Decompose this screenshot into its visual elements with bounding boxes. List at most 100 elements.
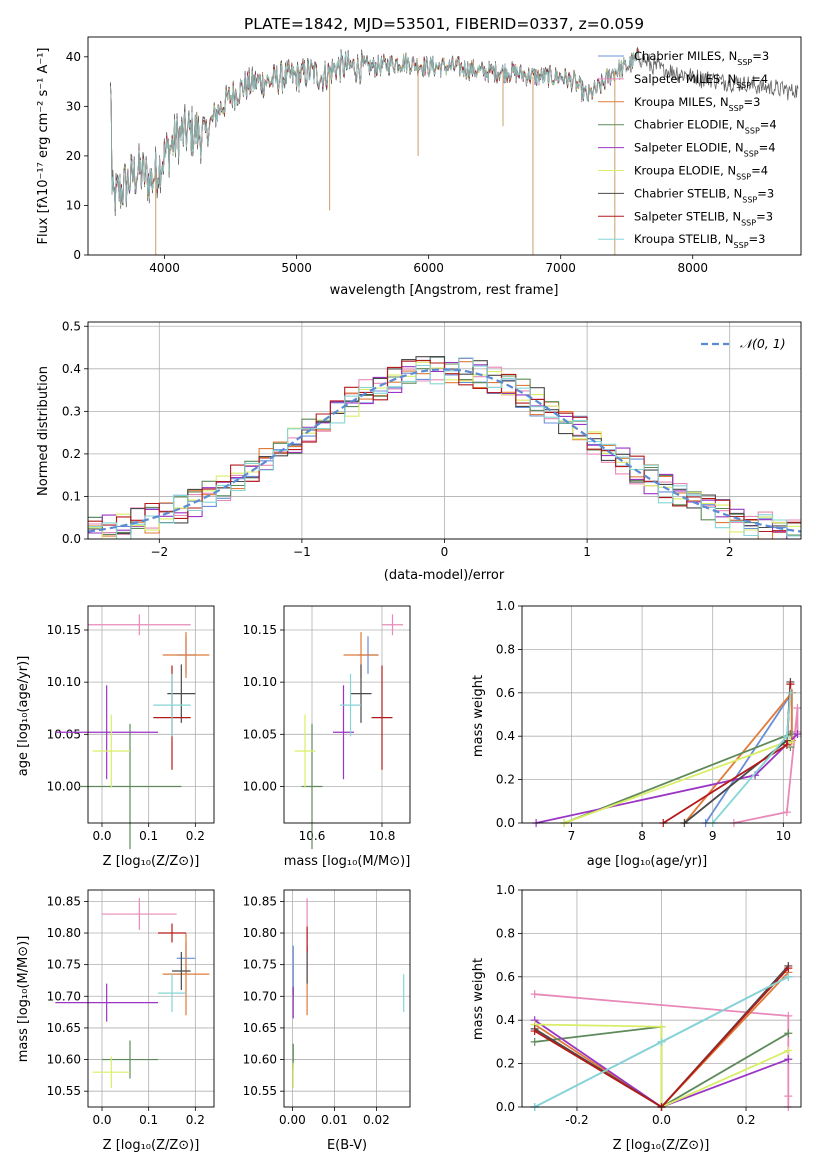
residual-histogram-panel: −2 −1 0 1 2 0.0 0.1 0.2 0.3 0.4 0.5 𝒩(0, 1) (data-… (36, 319, 802, 583)
mass-z-frame (87, 889, 215, 1108)
legend-label-salpeter-miles: Salpeter MILES, NSSP=4 (634, 72, 768, 90)
mass-ebv-frame (283, 889, 411, 1108)
x-tick-label: 0.0 (92, 829, 111, 843)
weight-marker-chabrier-elodie (530, 1037, 539, 1046)
weight-line-kroupa-elodie (534, 1023, 789, 1109)
legend-suffix: =4 (760, 118, 777, 132)
x-tick-label: 6000 (413, 261, 444, 275)
x-tick-label: 0.2 (186, 1113, 205, 1127)
y-tick-label: 20 (66, 149, 81, 163)
x-tick-label: 0.02 (363, 1113, 390, 1127)
y-tick-label: 10.05 (243, 727, 277, 741)
legend-subscript: SSP (742, 195, 757, 204)
y-tick-label: 1.0 (496, 883, 515, 897)
weight-age-xlabel: age [log₁₀(age/yr)] (587, 854, 708, 869)
y-tick-label: 10.55 (47, 1084, 81, 1098)
x-tick-label: 8 (638, 829, 646, 843)
x-tick-label: 0.1 (139, 1113, 158, 1127)
y-tick-label: 0.2 (496, 773, 515, 787)
legend-subscript: SSP (741, 218, 756, 227)
weight-marker-kroupa-elodie (657, 1022, 666, 1031)
weight-marker-kroupa-stelib (786, 688, 795, 697)
age-z-ylabel: age [log₁₀(age/yr)] (16, 656, 31, 777)
y-tick-label: 10.65 (243, 1021, 277, 1035)
weight-z-frame (521, 889, 802, 1108)
y-tick-label: 10.70 (47, 989, 81, 1003)
x-tick-label: 0.1 (139, 829, 158, 843)
axes-frame (87, 605, 215, 824)
age-z-frame (87, 605, 215, 824)
y-tick-label: 10.75 (47, 958, 81, 972)
histogram-kroupa-stelib (88, 357, 801, 540)
x-tick-label: 0.01 (321, 1113, 348, 1127)
axes-frame (87, 36, 802, 256)
weight-marker-salpeter-miles (793, 703, 802, 712)
y-tick-label: 1.0 (496, 599, 515, 613)
axes-frame (283, 889, 411, 1108)
mass-z-axes: 0.0 0.1 0.2 10.55 10.60 10.65 10.70 10.75 10.80 1… (47, 890, 214, 1127)
mass-ebv-errorbars (292, 898, 405, 1089)
weight-marker-salpeter-miles (782, 808, 791, 817)
weight-marker-salpeter-stelib (786, 680, 795, 689)
mass-z-xlabel: Z [log₁₀(Z/Z⊙)] (103, 1138, 200, 1153)
x-tick-label: −1 (293, 545, 311, 559)
weight-marker-salpeter-miles (784, 1011, 793, 1020)
x-tick-label: 0.0 (92, 1113, 111, 1127)
legend-suffix: =3 (756, 209, 773, 223)
y-tick-label: 30 (66, 99, 81, 113)
x-tick-label: 7000 (545, 261, 576, 275)
mass-ebv-xlabel: E(B-V) (327, 1138, 367, 1153)
histogram-frame (87, 321, 802, 540)
y-tick-label: 10.10 (47, 675, 81, 689)
y-tick-label: 10.60 (47, 1053, 81, 1067)
y-tick-label: 10.55 (243, 1084, 277, 1098)
y-tick-label: 10.60 (243, 1053, 277, 1067)
legend-suffix: =3 (749, 232, 766, 246)
legend-subscript: SSP (736, 172, 751, 181)
legend-subscript: SSP (736, 80, 751, 89)
weight-marker-kroupa-elodie (784, 1046, 793, 1055)
histogram-legend: 𝒩(0, 1) (701, 336, 786, 351)
legend-subscript: SSP (737, 58, 752, 67)
mass-z-errorbars (55, 898, 210, 1089)
legend-label-salpeter-stelib: Salpeter STELIB, NSSP=3 (634, 209, 773, 227)
weight-age-frame (521, 605, 802, 824)
spectrum-axes: 4000 5000 6000 7000 8000 0 10 20 30 40 (66, 50, 708, 275)
legend-label-chabrier-stelib: Chabrier STELIB, NSSP=3 (634, 186, 774, 204)
y-tick-label: 10.10 (243, 675, 277, 689)
y-tick-label: 10.85 (243, 894, 277, 908)
x-tick-label: 9 (709, 829, 717, 843)
y-tick-label: 10.80 (243, 926, 277, 940)
y-tick-label: 0.1 (62, 489, 81, 503)
weight-age-ylabel: mass weight (471, 675, 486, 757)
y-tick-label: 0 (73, 248, 81, 262)
y-tick-label: 10.00 (47, 779, 81, 793)
x-tick-label: 0 (441, 545, 449, 559)
weight-marker-salpeter-stelib (782, 740, 791, 749)
mass-weight-vs-age-panel: 7 8 9 10 0.0 0.2 0.4 0.6 0.8 1.0 age [log₁₀(age/y… (471, 599, 802, 869)
y-tick-label: 0.0 (496, 1100, 515, 1114)
weight-marker-salpeter-stelib (784, 964, 793, 973)
y-tick-label: 0.0 (62, 532, 81, 546)
weight-marker-kroupa-stelib (784, 972, 793, 981)
weight-age-lines (532, 677, 802, 827)
histogram-xlabel: (data-model)/error (384, 568, 505, 583)
y-tick-label: 10.05 (47, 727, 81, 741)
histogram-ylabel: Normed distribution (36, 366, 51, 496)
weight-marker-salpeter-elodie (784, 1055, 793, 1064)
x-tick-label: -0.2 (565, 1113, 588, 1127)
gaussian-curve (87, 368, 802, 533)
weight-marker-salpeter-stelib (530, 1027, 539, 1036)
x-tick-label: −2 (150, 545, 168, 559)
x-tick-label: 5000 (281, 261, 312, 275)
legend-label-kroupa-stelib: Kroupa STELIB, NSSP=3 (634, 232, 765, 250)
y-tick-label: 0.8 (496, 926, 515, 940)
weight-marker-kroupa-stelib (657, 1037, 666, 1046)
spectrum-xlabel: wavelength [Angstrom, rest frame] (330, 283, 559, 298)
legend-label-chabrier-elodie: Chabrier ELODIE, NSSP=4 (634, 118, 777, 136)
mass-vs-extinction-panel: 0.00 0.01 0.02 10.55 10.60 10.65 10.70 10.75 10.… (243, 889, 411, 1153)
y-tick-label: 10.00 (243, 779, 277, 793)
spectrum-ylabel: Flux [fλ10⁻¹⁷ erg cm⁻² s⁻¹ A⁻¹] (36, 48, 51, 245)
